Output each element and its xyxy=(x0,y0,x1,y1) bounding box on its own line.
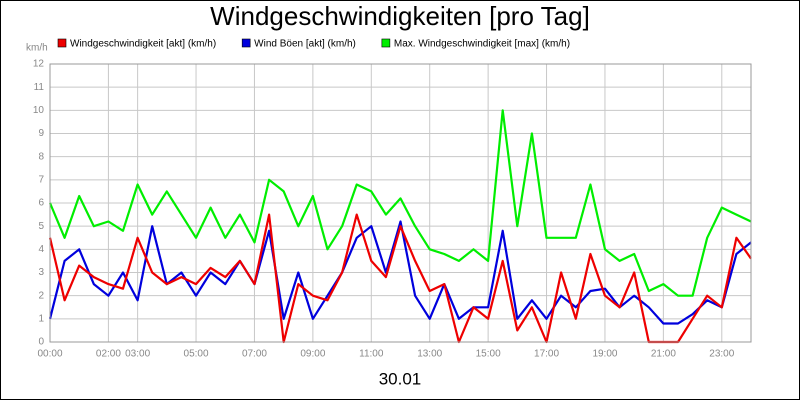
y-tick-label: 12 xyxy=(33,59,45,70)
plot-border xyxy=(49,63,752,343)
chart-title: Windgeschwindigkeiten [pro Tag] xyxy=(210,1,590,31)
y-tick-label: 11 xyxy=(34,82,45,93)
x-tick-label: 15:00 xyxy=(476,349,501,360)
legend-swatch xyxy=(57,38,67,48)
y-tick-label: 2 xyxy=(38,290,44,301)
legend-label: Max. Windgeschwindigkeit [max] (km/h) xyxy=(394,39,570,50)
x-tick-label: 09:00 xyxy=(300,349,325,360)
legend-swatch xyxy=(381,38,391,48)
x-tick-label: 03:00 xyxy=(125,349,150,360)
x-tick-label: 17:00 xyxy=(534,349,559,360)
x-tick-label: 19:00 xyxy=(592,349,617,360)
y-tick-label: 0 xyxy=(38,337,44,348)
x-tick-label: 23:00 xyxy=(709,349,734,360)
x-tick-label: 21:00 xyxy=(651,349,676,360)
y-tick-label: 3 xyxy=(38,267,44,278)
series-line xyxy=(48,213,752,344)
y-tick-label: 7 xyxy=(38,174,44,185)
x-tick-label: 11:00 xyxy=(359,349,384,360)
legend-label: Windgeschwindigkeit [akt] (km/h) xyxy=(70,39,216,50)
y-tick-label: 8 xyxy=(38,151,44,162)
x-axis-label: 30.01 xyxy=(379,369,422,388)
x-tick-label: 13:00 xyxy=(417,349,442,360)
x-tick-label: 05:00 xyxy=(184,349,209,360)
y-tick-label: 1 xyxy=(38,313,44,324)
x-tick-label: 02:00 xyxy=(96,349,121,360)
legend-label: Wind Böen [akt] (km/h) xyxy=(254,39,356,50)
y-tick-label: 4 xyxy=(38,244,44,255)
y-tick-label: 6 xyxy=(38,198,44,209)
y-tick-label: 10 xyxy=(33,105,45,116)
x-tick-label: 00:00 xyxy=(37,349,62,360)
x-tick-label: 07:00 xyxy=(242,349,267,360)
y-tick-label: 9 xyxy=(38,128,44,139)
plot xyxy=(48,109,752,344)
y-tick-label: 5 xyxy=(38,221,44,232)
series-line xyxy=(48,109,752,297)
legend: Windgeschwindigkeit [akt] (km/h) Wind Böe… xyxy=(57,38,570,50)
y-axis-label: km/h xyxy=(26,43,48,54)
legend-swatch xyxy=(241,38,251,48)
